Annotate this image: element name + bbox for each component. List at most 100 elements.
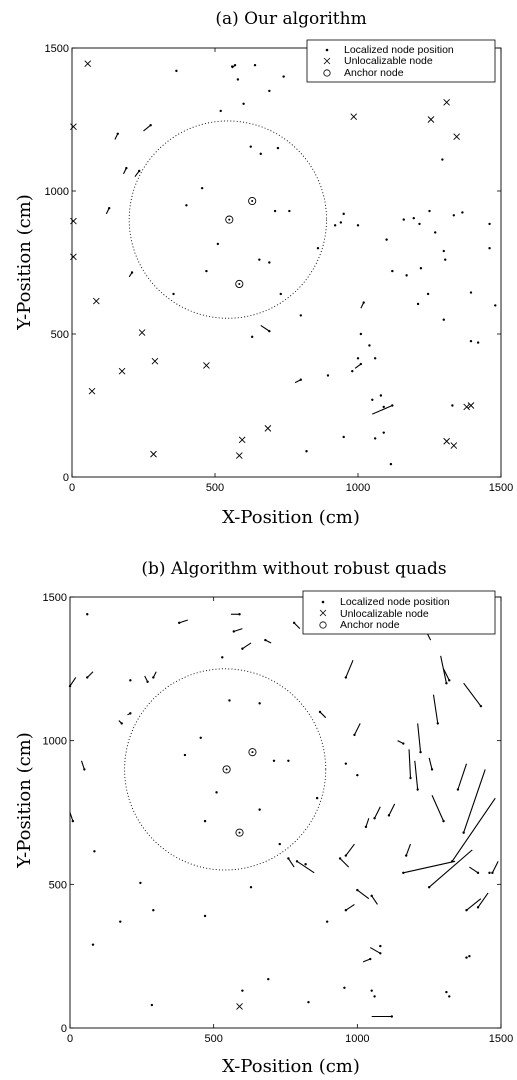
panel-b-error-endpoint (129, 712, 132, 715)
panel-a-error-endpoint (138, 169, 141, 173)
panel-b-error-endpoint (416, 788, 419, 791)
panel-a-unlocalizable-node (84, 60, 92, 68)
panel-b-error-line (362, 958, 371, 963)
panel-b-error-line (296, 860, 315, 874)
panel-a-error-endpoint (149, 124, 152, 127)
panel-a-localized-node (368, 344, 371, 347)
panel-b-localized-node (129, 679, 132, 682)
panel-b-localized-node (258, 702, 261, 705)
panel-b-localized-node (272, 759, 276, 762)
panel-a-localized-node (268, 261, 271, 264)
panel-a-localized-node (451, 404, 454, 407)
panel-a-localized-node (488, 247, 491, 250)
panel-a-localized-node (268, 89, 271, 93)
panel-a-localized-node (288, 209, 291, 213)
panel-a-localized-node (385, 238, 388, 241)
panel-a-localized-node (428, 209, 431, 213)
panel-b-x-tick-label: 1500 (489, 1033, 513, 1045)
panel-a-localized-node (279, 292, 282, 296)
panel-b-error-line (432, 694, 439, 724)
panel-b-error-endpoint (232, 630, 235, 633)
panel-a-legend: Localized node position Unlocalizable no… (306, 39, 496, 83)
panel-b-legend-cross-marker (319, 609, 327, 617)
panel-a-error-line (143, 124, 151, 132)
panel-b-error-endpoint (402, 742, 405, 745)
panel-b-localized-node (228, 699, 231, 702)
panel-b-error-endpoint (295, 860, 299, 863)
panel-b-error-line (293, 622, 301, 629)
panel-a-unlocalizable-node (238, 436, 246, 444)
panel-b-localized-node (152, 908, 155, 912)
panel-b-localized-node (249, 886, 253, 889)
panel-a-localized-node (259, 152, 262, 156)
panel-a-localized-node (356, 224, 360, 227)
panel-a-localized-node (469, 291, 473, 294)
panel-a-unlocalizable-node (235, 452, 243, 459)
panel-b-error-endpoint (442, 819, 445, 823)
panel-b-error-line (345, 660, 354, 678)
panel-a-anchor-node (248, 196, 257, 206)
panel-a-error-line (260, 324, 270, 332)
panel-a-localized-node (236, 78, 240, 81)
panel-b-anchor-node (222, 765, 231, 774)
panel-b-xlabel: X-Position (cm) (222, 1056, 360, 1077)
panel-b-error-endpoint (427, 886, 431, 889)
panel-a-legend-label-anchor: Anchor node (344, 67, 404, 79)
panel-b-title: (b) Algorithm without robust quads (141, 559, 446, 579)
panel-b-error-line (491, 861, 499, 874)
panel-a-legend-dot-marker (325, 48, 329, 52)
panel-a-localized-node (444, 258, 447, 261)
panel-a-localized-node (339, 221, 343, 224)
panel-a-localized-node (250, 335, 254, 339)
panel-b-error-endpoint (86, 676, 89, 679)
panel-a-unlocalizable-node (70, 217, 77, 225)
panel-b-error-line (86, 671, 94, 678)
panel-b-localized-node (344, 762, 348, 765)
panel-b-error-endpoint (390, 1015, 394, 1018)
panel-a-localized-node (342, 212, 345, 216)
panel-a-localized-node (175, 69, 178, 73)
panel-a-error-endpoint (125, 166, 128, 170)
panel-a-error-endpoint (299, 378, 302, 381)
panel-a-anchor-node (225, 215, 234, 224)
panel-b-chart: (b) Algorithm without robust quads X-Pos… (14, 559, 513, 1077)
panel-b-error-endpoint (264, 638, 267, 642)
panel-b-error-endpoint (68, 684, 72, 688)
panel-b-error-endpoint (476, 871, 480, 875)
panel-b-error-line (345, 843, 355, 856)
panel-b-localized-node (315, 796, 319, 800)
panel-b-error-endpoint (379, 952, 382, 955)
panel-a-error-endpoint (233, 63, 237, 67)
panel-a-x-tick-label: 0 (69, 482, 75, 494)
panel-a-localized-node (416, 302, 420, 306)
panel-a-unlocalizable-node (150, 450, 157, 458)
panel-b-localized-node (370, 989, 373, 992)
panel-a-localized-node (316, 247, 320, 250)
panel-a-localized-node (216, 242, 220, 246)
panel-b-error-endpoint (369, 957, 372, 961)
panel-b-localized-node (267, 977, 270, 981)
panel-a-legend-label-unlocalizable: Unlocalizable node (344, 55, 433, 67)
panel-b-localized-node (199, 736, 202, 739)
panel-a-localized-node (469, 339, 473, 343)
panel-a-unlocalizable-node (203, 362, 210, 369)
panel-b-error-endpoint (462, 831, 465, 834)
panel-a-unlocalizable-node (453, 133, 460, 140)
panel-a-localized-node (402, 218, 405, 221)
panel-a-localized-node (249, 145, 252, 148)
panel-a-unlocalizable-node (151, 357, 159, 365)
panel-b-localized-node (465, 956, 468, 959)
panel-a-legend-circle-marker (323, 69, 331, 77)
panel-a-unlocalizable-node (264, 425, 272, 432)
panel-b-localized-node (93, 850, 96, 853)
panel-b-localized-node (373, 995, 376, 998)
panel-a-unlocalizable-node (70, 253, 77, 261)
panel-a-error-endpoint (359, 362, 363, 366)
panel-b-y-tick-label: 500 (49, 879, 67, 891)
panel-a-y-tick-label: 500 (51, 329, 69, 341)
panel-b-error-line (405, 843, 412, 856)
panel-a-localized-node (185, 204, 188, 207)
panel-a-x-tick-label: 500 (206, 482, 224, 494)
panel-a-localized-node (205, 269, 208, 273)
